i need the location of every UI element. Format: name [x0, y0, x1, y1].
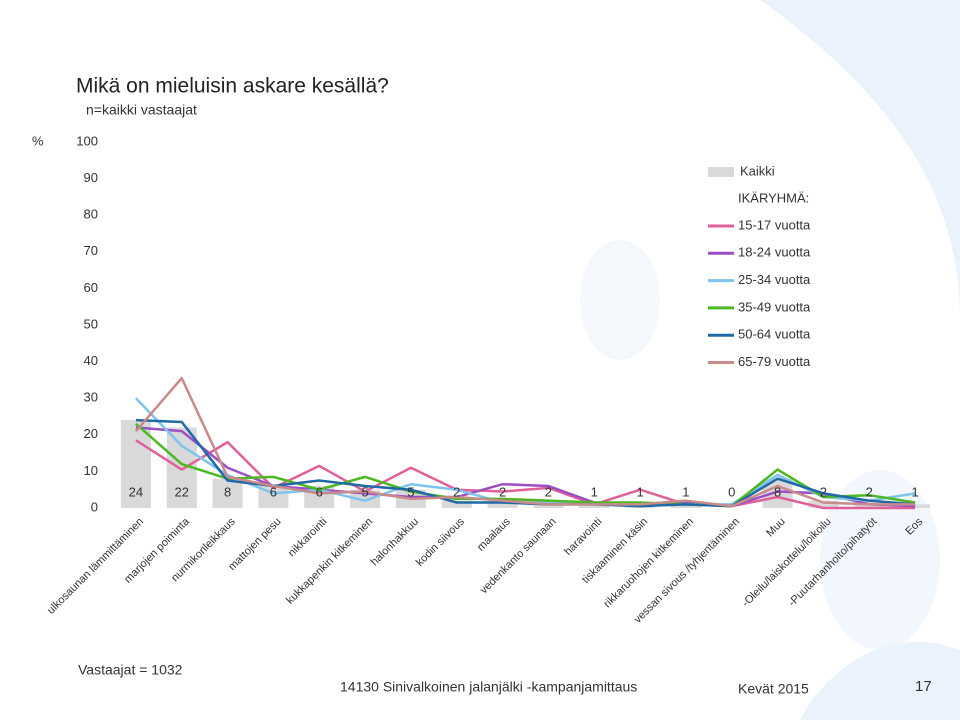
bar	[670, 504, 701, 508]
project: 14130 Sinivalkoinen jalanjälki -kampanja…	[340, 679, 637, 695]
bar	[441, 500, 472, 508]
legend-title: IKÄRYHMÄ:	[738, 190, 809, 205]
data-label: 6	[316, 484, 323, 499]
data-label: 5	[407, 484, 414, 499]
x-tick-label: kodin siivous	[414, 515, 467, 568]
data-label: 24	[129, 484, 143, 499]
legend-label: Kaikki	[740, 163, 775, 178]
data-label: 1	[636, 484, 643, 499]
x-tick-label: vedenkanto saunaan	[478, 516, 559, 597]
page-number: 17	[915, 678, 932, 695]
y-tick-label: 60	[84, 280, 98, 295]
x-tick-label: haravointi	[562, 516, 604, 558]
x-tick-label: nikkarointi	[286, 516, 330, 560]
chart-title: Mikä on mieluisin askare kesällä?	[76, 75, 389, 98]
y-tick-label: 30	[84, 390, 98, 405]
y-tick-label: 90	[84, 170, 98, 185]
data-label: 2	[866, 484, 873, 499]
legend-label: 25-34 vuotta	[738, 272, 811, 287]
data-label: 1	[911, 484, 918, 499]
data-label: 8	[224, 484, 231, 499]
series-line	[135, 426, 916, 508]
bar	[487, 500, 518, 508]
x-tick-label: Muu	[764, 516, 788, 540]
data-label: 6	[270, 484, 277, 499]
legend-label: 50-64 vuotta	[738, 327, 811, 342]
x-tick-label: rikkaruohojen kitkeminen	[602, 516, 697, 611]
data-label: 1	[682, 484, 689, 499]
x-tick-label: kukkapenkin kitkeminen	[284, 516, 375, 607]
y-tick-label: 70	[84, 243, 98, 258]
data-label: 0	[728, 484, 735, 499]
legend-label: 15-17 vuotta	[738, 217, 811, 232]
legend-label: 35-49 vuotta	[738, 299, 811, 314]
data-label: 2	[499, 484, 506, 499]
legend-label: 65-79 vuotta	[738, 354, 811, 369]
data-label: 22	[175, 484, 189, 499]
bar	[808, 500, 839, 508]
y-tick-label: 20	[84, 426, 98, 441]
series-line	[135, 422, 916, 508]
y-tick-label: 80	[84, 207, 98, 222]
chart-subtitle: n=kaikki vastaajat	[86, 102, 197, 118]
date: Kevät 2015	[738, 681, 809, 697]
respondents: Vastaajat = 1032	[78, 662, 183, 678]
bar	[579, 504, 610, 508]
x-tick-label: -Oleilu/laiskottelu/loikoilu	[740, 516, 834, 610]
y-tick-label: 0	[91, 499, 98, 514]
y-tick-label: 100	[76, 133, 98, 148]
data-label: 2	[545, 484, 552, 499]
legend-label: 18-24 vuotta	[738, 245, 811, 260]
x-tick-label: ulkosaunan lämmittäminen	[45, 516, 146, 617]
series-line	[135, 439, 916, 510]
data-label: 2	[453, 484, 460, 499]
bar	[120, 420, 151, 508]
y-tick-label: 50	[84, 316, 98, 331]
bar	[212, 478, 243, 508]
series-line	[134, 376, 916, 508]
y-tick-label: 40	[84, 353, 98, 368]
x-tick-label: maalaus	[475, 515, 513, 553]
data-label: 1	[591, 484, 598, 499]
background-decoration	[580, 0, 960, 720]
data-label: 8	[774, 484, 781, 499]
y-tick-label: 10	[84, 463, 98, 478]
data-label: 2	[820, 484, 827, 499]
y-axis-label: %	[32, 133, 44, 148]
series-line	[135, 397, 916, 506]
data-label: 5	[361, 484, 368, 499]
legend-swatch	[708, 167, 734, 177]
